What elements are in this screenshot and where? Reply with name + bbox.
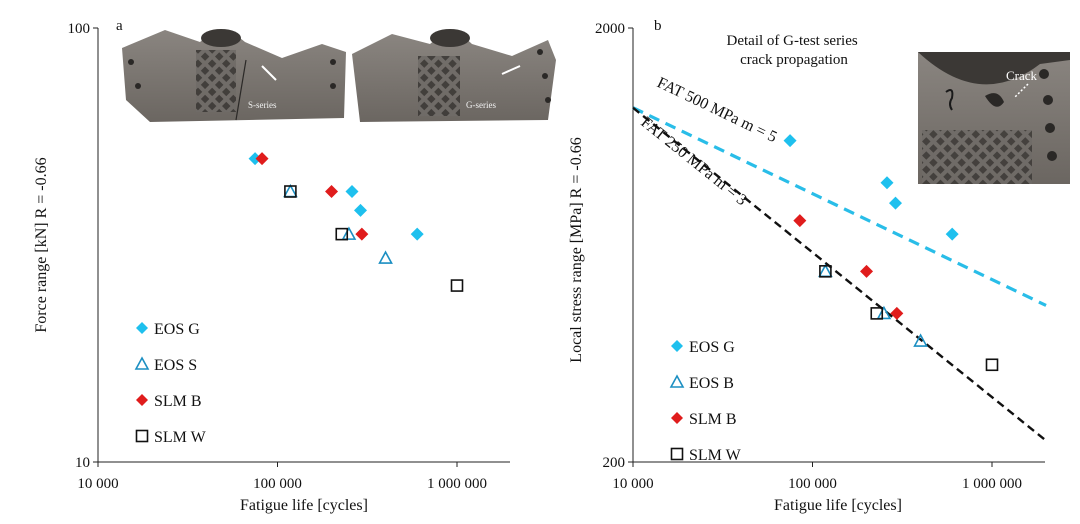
data-point-eos-g [889, 196, 903, 210]
legend-label-eos-b: EOS B [689, 375, 734, 392]
x-tick-label-b: 10 000 [612, 476, 653, 492]
y-tick-label-a: 100 [68, 21, 91, 37]
ticks-a: 10 000 100 000 1 000 000 10 100 [68, 21, 488, 492]
x-axis-label-a: Fatigue life [cycles] [240, 497, 368, 514]
x-tick-label-b: 1 000 000 [962, 476, 1022, 492]
legend-label-eos-g: EOS G [154, 321, 200, 338]
panel-b: Crack Detail of G-test series crack prop… [568, 18, 1070, 514]
legend-marker-slm-w [670, 447, 684, 461]
data-point-eos-g [354, 203, 368, 217]
panel-a: S-series G-series a 10 000 100 000 1 000 0… [33, 18, 556, 514]
y-axis-label-b: Local stress range [MPa] R = -0.66 [568, 137, 585, 362]
data-point-slm-w [284, 185, 297, 198]
panel-label-a: a [116, 18, 123, 34]
legend-marker-slm-b [671, 412, 683, 424]
data-point-slm-w [985, 358, 999, 372]
inset-title: Detail of G-test series crack propagatio… [727, 33, 862, 68]
data-point-eos-g [410, 227, 424, 241]
data-point-slm-w [819, 265, 832, 278]
legend-a: EOS G EOS S SLM B SLM W [134, 321, 207, 446]
data-point-slm-w [335, 227, 349, 241]
data-point-slm-b [325, 185, 339, 199]
panel-label-b: b [654, 18, 662, 34]
data-point-slm-w [450, 279, 464, 292]
legend-label-slm-b: SLM B [154, 393, 202, 410]
legend-label-slm-b: SLM B [689, 411, 737, 428]
data-point-eos-g [345, 185, 359, 199]
y-tick-label-b: 2000 [595, 21, 625, 37]
ticks-b: 10 000 100 000 1 000 000 200 2000 [595, 21, 1022, 492]
data-point-eos-b [876, 305, 892, 320]
data-point-slm-w [870, 307, 884, 320]
data-point-eos-g [783, 134, 797, 148]
data-point-eos-g [880, 176, 894, 190]
legend-marker-slm-b [136, 394, 148, 406]
y-tick-label-b: 200 [603, 455, 626, 471]
data-point-eos-g [248, 152, 262, 166]
photo-label-g-series: G-series [466, 100, 496, 110]
x-tick-label-a: 10 000 [77, 476, 118, 492]
legend-label-eos-s: EOS S [154, 357, 197, 374]
legend-marker-eos-g [671, 340, 683, 352]
y-tick-label-a: 10 [75, 455, 90, 471]
data-point-eos-g [945, 227, 959, 241]
legend-label-slm-w: SLM W [689, 447, 742, 464]
data-point-slm-b [860, 264, 874, 278]
data-point-slm-b [890, 306, 904, 320]
legend-label-slm-w: SLM W [154, 429, 207, 446]
data-point-slm-b [255, 152, 269, 166]
crack-detail-photo: Crack [918, 52, 1070, 184]
fat-line-500 [632, 106, 1047, 307]
legend-marker-eos-g [136, 322, 148, 334]
data-point-eos-b [913, 333, 928, 347]
fat-line-250 [632, 106, 1047, 442]
x-tick-label-a: 1 000 000 [427, 476, 487, 492]
x-tick-label-b: 100 000 [788, 476, 837, 492]
data-points-b [783, 134, 999, 372]
data-point-slm-b [793, 214, 807, 228]
specimen-photo-s-series: S-series [122, 29, 346, 122]
legend-b: EOS G EOS B SLM B SLM W [669, 339, 742, 464]
specimen-photo-g-series: G-series [352, 29, 556, 122]
fat-line-label-250: FAT 250 MPa m = 3 [637, 114, 749, 209]
data-point-eos-s [341, 226, 357, 240]
crack-label: Crack [1006, 68, 1038, 83]
data-point-eos-s [283, 183, 298, 198]
x-tick-label-a: 100 000 [253, 476, 302, 492]
data-point-eos-s [378, 250, 393, 264]
legend-label-eos-g: EOS G [689, 339, 735, 356]
legend-marker-slm-w [135, 429, 149, 443]
photo-label-s-series: S-series [248, 100, 277, 110]
legend-marker-eos-b [669, 374, 685, 388]
data-point-slm-b [355, 227, 369, 241]
x-axis-label-b: Fatigue life [cycles] [774, 497, 902, 514]
legend-marker-eos-s [134, 356, 150, 370]
data-points-a [248, 152, 464, 292]
y-axis-label-a: Force range [kN] R = -0.66 [33, 157, 50, 332]
